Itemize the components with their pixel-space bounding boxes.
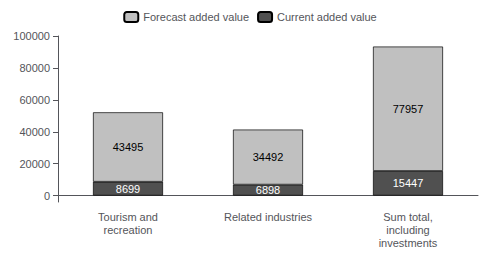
svg-text:8699: 8699 [116, 183, 140, 195]
svg-text:0: 0 [44, 190, 50, 202]
svg-text:40000: 40000 [19, 126, 50, 138]
svg-text:Current added value: Current added value [277, 11, 377, 23]
svg-text:34492: 34492 [253, 151, 284, 163]
svg-text:recreation: recreation [104, 224, 153, 236]
svg-text:20000: 20000 [19, 158, 50, 170]
svg-text:Sum total,: Sum total, [383, 211, 433, 223]
svg-text:100000: 100000 [13, 30, 50, 42]
svg-text:60000: 60000 [19, 94, 50, 106]
svg-text:80000: 80000 [19, 62, 50, 74]
svg-text:15447: 15447 [393, 177, 424, 189]
svg-text:6898: 6898 [256, 184, 280, 196]
svg-text:77957: 77957 [393, 103, 424, 115]
svg-text:investments: investments [379, 237, 438, 249]
svg-text:43495: 43495 [113, 141, 144, 153]
svg-text:Related industries: Related industries [224, 211, 313, 223]
svg-text:including: including [386, 224, 429, 236]
svg-text:Tourism and: Tourism and [98, 211, 158, 223]
svg-text:Forecast added value: Forecast added value [143, 11, 249, 23]
